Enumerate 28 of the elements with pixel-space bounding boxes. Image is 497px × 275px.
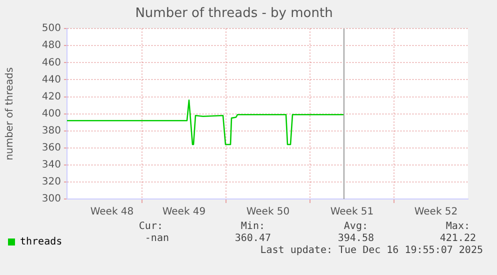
- text: Cur:: [138, 221, 163, 232]
- y-tick-label: 380: [42, 125, 61, 136]
- y-tick-label: 460: [42, 57, 61, 68]
- text: Min:: [240, 221, 265, 232]
- y-tick-label: 320: [42, 176, 61, 188]
- text: 394.58: [338, 233, 374, 244]
- y-tick-label: 500: [42, 23, 61, 34]
- x-tick-label: Week 51: [330, 206, 374, 218]
- x-tick-label: Week 49: [162, 206, 206, 218]
- y-tick-label: 440: [42, 74, 61, 86]
- text: Max:: [446, 221, 470, 232]
- text: Avg:: [344, 221, 368, 232]
- y-tick-label: 400: [42, 108, 61, 120]
- y-axis-title: number of threads: [4, 67, 16, 160]
- y-tick-label: 340: [42, 160, 61, 171]
- text: 360.47: [234, 233, 271, 244]
- text: -nan: [144, 233, 169, 244]
- y-tick-label: 420: [42, 91, 61, 102]
- x-tick-label: Week 50: [246, 206, 290, 218]
- y-tick-label: 480: [42, 40, 61, 52]
- y-tick-label: 360: [42, 142, 61, 154]
- text: 421.22: [440, 233, 476, 244]
- x-tick-label: Week 52: [414, 206, 458, 218]
- text: Last update: Tue Dec 16 19:55:07 2025: [260, 245, 483, 256]
- x-tick-label: Week 48: [90, 206, 134, 218]
- legend-label: threads: [20, 236, 62, 248]
- y-tick-label: 300: [42, 194, 61, 205]
- chart-title: Number of threads - by month: [135, 6, 333, 22]
